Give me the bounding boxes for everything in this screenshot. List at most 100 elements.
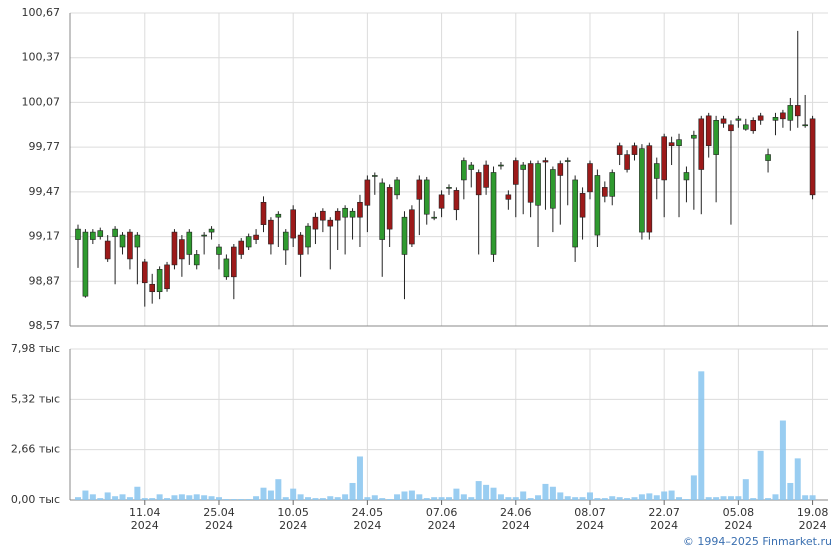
candle-body bbox=[735, 118, 742, 121]
candle-body bbox=[594, 175, 601, 236]
candle-body bbox=[639, 148, 645, 233]
x-tick-label: 10.05 bbox=[277, 506, 309, 519]
volume-bar bbox=[112, 496, 119, 500]
candle-body bbox=[527, 163, 534, 203]
volume-bar bbox=[653, 495, 660, 500]
volume-bar bbox=[772, 494, 779, 500]
candle-body bbox=[431, 216, 437, 219]
x-tick-label: 08.07 bbox=[574, 506, 606, 519]
x-tick-year: 2024 bbox=[650, 519, 678, 532]
candle-body bbox=[327, 219, 334, 227]
volume-bar bbox=[305, 497, 312, 500]
candle-body bbox=[305, 225, 311, 248]
volume-bar bbox=[379, 498, 386, 500]
candle-body bbox=[171, 231, 178, 266]
candle-body bbox=[616, 145, 623, 155]
volume-bar bbox=[423, 498, 430, 500]
volume-bar bbox=[438, 497, 445, 500]
y-tick-label: 100,07 bbox=[22, 95, 61, 108]
candle-body bbox=[705, 115, 712, 146]
volume-bar bbox=[497, 494, 504, 500]
volume-bar bbox=[193, 494, 200, 500]
candle-body bbox=[572, 179, 578, 248]
candle-body bbox=[624, 154, 630, 170]
volume-bar bbox=[757, 450, 764, 500]
volume-bar bbox=[319, 498, 326, 500]
volume-panel bbox=[70, 349, 828, 500]
candle-body bbox=[564, 160, 571, 162]
x-tick-label: 24.06 bbox=[500, 506, 532, 519]
candle-body bbox=[542, 160, 549, 163]
candle-body bbox=[794, 105, 801, 117]
x-tick-year: 2024 bbox=[279, 519, 307, 532]
price-panel bbox=[70, 13, 828, 326]
volume-bar bbox=[720, 496, 727, 500]
candle-body bbox=[156, 269, 163, 293]
candle-body bbox=[653, 163, 660, 179]
volume-bar bbox=[624, 498, 631, 500]
volume-bar bbox=[282, 497, 289, 500]
volume-bar bbox=[579, 497, 586, 500]
volume-bar bbox=[416, 494, 423, 500]
volume-bar bbox=[727, 496, 734, 500]
candle-body bbox=[409, 209, 415, 245]
candle-body bbox=[75, 228, 81, 240]
candle-body bbox=[512, 160, 519, 185]
candle-body bbox=[742, 124, 749, 130]
x-tick-label: 07.06 bbox=[426, 506, 458, 519]
y-tick-label: 98,57 bbox=[29, 319, 61, 332]
candle-body bbox=[179, 239, 185, 260]
candle-body bbox=[720, 118, 727, 124]
volume-bar bbox=[223, 499, 230, 500]
candle-body bbox=[579, 193, 586, 218]
candle-body bbox=[698, 118, 705, 170]
volume-bar bbox=[312, 498, 319, 500]
volume-bar bbox=[238, 499, 245, 500]
candle-body bbox=[631, 145, 638, 155]
candle-body bbox=[201, 234, 207, 237]
volume-bar bbox=[713, 497, 720, 500]
candle-body bbox=[691, 134, 697, 139]
x-tick-year: 2024 bbox=[428, 519, 456, 532]
y-tick-label: 100,67 bbox=[22, 6, 61, 19]
candle-body bbox=[423, 179, 430, 215]
volume-bar bbox=[349, 482, 356, 500]
volume-bar bbox=[164, 498, 171, 500]
volume-bar bbox=[141, 498, 148, 500]
volume-bar bbox=[572, 497, 579, 500]
candle-body bbox=[787, 105, 794, 121]
volume-bar bbox=[215, 497, 222, 500]
y2-tick-label: 7,98 тыс bbox=[11, 342, 60, 355]
volume-bar bbox=[802, 495, 809, 500]
candle-body bbox=[149, 283, 155, 293]
candle-body bbox=[334, 210, 341, 221]
volume-bar bbox=[134, 486, 141, 500]
candle-body bbox=[750, 120, 757, 132]
y-tick-label: 100,37 bbox=[22, 51, 61, 64]
candle-body bbox=[468, 164, 475, 170]
candle-body bbox=[713, 120, 719, 155]
volume-bar bbox=[646, 493, 653, 500]
y2-tick-label: 2,66 тыс bbox=[11, 443, 60, 456]
candle-body bbox=[320, 210, 326, 221]
candle-body bbox=[119, 234, 126, 248]
volume-bar bbox=[794, 458, 801, 500]
volume-bar bbox=[468, 497, 475, 500]
candle-body bbox=[82, 231, 89, 297]
x-tick-label: 05.08 bbox=[723, 506, 755, 519]
x-tick-year: 2024 bbox=[724, 519, 752, 532]
y-tick-label: 99,17 bbox=[29, 230, 61, 243]
volume-bar bbox=[601, 498, 608, 500]
volume-bar bbox=[371, 495, 378, 500]
volume-bar bbox=[535, 495, 542, 500]
y2-tick-label: 5,32 тыс bbox=[11, 392, 60, 405]
candle-body bbox=[245, 236, 252, 248]
volume-bar bbox=[342, 494, 349, 500]
volume-bar bbox=[119, 494, 126, 500]
candle-body bbox=[394, 179, 400, 196]
candle-body bbox=[646, 145, 653, 233]
candle-body bbox=[520, 164, 527, 170]
x-tick-label: 11.04 bbox=[129, 506, 161, 519]
candle-body bbox=[490, 172, 497, 255]
candle-body bbox=[112, 228, 118, 237]
